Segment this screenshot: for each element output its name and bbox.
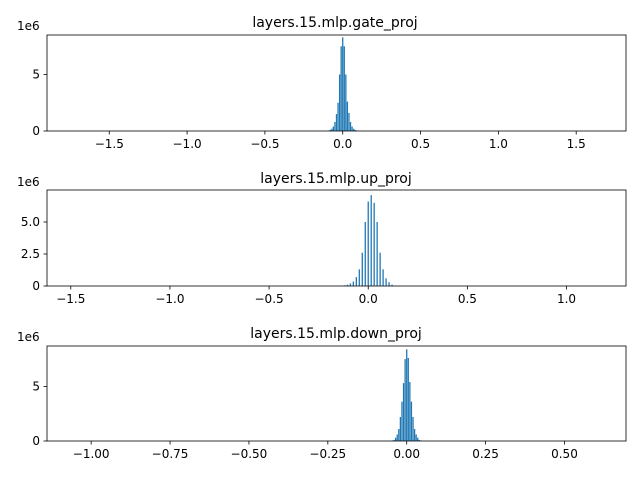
x-tick-label: 0.25 bbox=[472, 447, 499, 461]
y-offset-label: 1e6 bbox=[17, 19, 40, 33]
histogram-bar bbox=[379, 252, 381, 286]
histogram-bar bbox=[367, 201, 369, 286]
histogram-bar bbox=[410, 401, 413, 441]
histogram-bar bbox=[395, 437, 397, 441]
y-tick-label: 2.5 bbox=[21, 247, 40, 261]
histogram-bar bbox=[338, 74, 341, 131]
histogram-bar bbox=[396, 434, 398, 441]
y-offset-label: 1e6 bbox=[17, 330, 40, 344]
y-offset-label: 1e6 bbox=[17, 175, 40, 189]
histogram-bar bbox=[343, 46, 345, 131]
x-tick-label: −0.50 bbox=[231, 447, 268, 461]
x-tick-label: −1.5 bbox=[56, 292, 85, 306]
histogram-bar bbox=[337, 102, 339, 131]
x-axis-ticks: −1.5 −1.0 −0.5 0.0 0.5 1.0 1.5 bbox=[95, 131, 586, 151]
histogram-bar bbox=[388, 282, 390, 286]
histogram-bar bbox=[335, 114, 338, 131]
histogram-bar bbox=[349, 121, 352, 131]
y-tick-label: 5.0 bbox=[21, 215, 40, 229]
x-axis-ticks: −1.5 −1.0 −0.5 0.0 0.5 1.0 bbox=[56, 286, 576, 306]
x-tick-label: 0.0 bbox=[333, 137, 352, 151]
x-tick-label: −0.5 bbox=[250, 137, 279, 151]
bars bbox=[328, 37, 358, 132]
histogram-bar bbox=[406, 349, 408, 441]
subplot-title: layers.15.mlp.up_proj bbox=[260, 171, 412, 187]
x-tick-label: 1.0 bbox=[489, 137, 508, 151]
x-tick-label: 1.0 bbox=[557, 292, 576, 306]
x-tick-label: −1.00 bbox=[73, 447, 110, 461]
x-tick-label: −1.5 bbox=[95, 137, 124, 151]
histogram-bar bbox=[412, 416, 414, 441]
y-tick-label: 5 bbox=[32, 68, 40, 82]
x-tick-label: −0.75 bbox=[152, 447, 189, 461]
histogram-bar bbox=[346, 284, 349, 286]
x-tick-label: 0.0 bbox=[359, 292, 378, 306]
histogram-bar bbox=[352, 281, 354, 286]
x-tick-label: −1.0 bbox=[173, 137, 202, 151]
x-tick-label: 0.5 bbox=[411, 137, 430, 151]
bars bbox=[391, 349, 422, 441]
subplot-title: layers.15.mlp.down_proj bbox=[250, 326, 422, 342]
histogram-bar bbox=[415, 434, 417, 441]
axes-frame bbox=[46, 189, 627, 287]
x-tick-label: 1.5 bbox=[567, 137, 586, 151]
axes-frame bbox=[46, 34, 627, 132]
y-axis-ticks: 05 bbox=[32, 379, 47, 448]
histogram-bar bbox=[364, 222, 366, 286]
histogram-bar bbox=[345, 74, 347, 131]
histogram-bar bbox=[358, 269, 360, 286]
histogram-bar bbox=[399, 416, 402, 441]
histogram-bar bbox=[332, 126, 335, 131]
histogram-bar bbox=[351, 126, 353, 131]
subplot-up-proj: layers.15.mlp.up_proj 1e6 −1.5 −1.0 −0.5 0.… bbox=[17, 171, 627, 306]
histogram-bar bbox=[342, 37, 344, 132]
histogram-bar bbox=[418, 439, 420, 441]
histogram-bar bbox=[352, 128, 355, 131]
x-tick-label: −1.0 bbox=[155, 292, 184, 306]
histogram-bar bbox=[409, 382, 411, 441]
histogram-bar bbox=[404, 359, 406, 441]
histogram-bar bbox=[329, 129, 331, 131]
y-tick-label: 0 bbox=[32, 124, 40, 138]
histogram-bar bbox=[331, 128, 333, 131]
x-tick-label: 0.50 bbox=[551, 447, 578, 461]
histogram-bar bbox=[382, 269, 384, 286]
histogram-bar bbox=[376, 222, 378, 286]
histogram-bar bbox=[355, 277, 357, 286]
y-tick-label: 0 bbox=[32, 279, 40, 293]
histogram-bar bbox=[407, 358, 409, 441]
histogram-bar bbox=[398, 428, 400, 441]
y-axis-ticks: 0 2.5 5.0 bbox=[21, 215, 47, 293]
histogram-bar bbox=[393, 439, 395, 441]
histogram-bar bbox=[349, 283, 352, 286]
histogram-bar bbox=[373, 202, 375, 286]
x-tick-label: 0.5 bbox=[458, 292, 477, 306]
x-tick-label: −0.25 bbox=[309, 447, 346, 461]
bars bbox=[343, 195, 393, 286]
histogram-bar bbox=[346, 101, 349, 131]
x-tick-label: −0.5 bbox=[255, 292, 284, 306]
histogram-bar bbox=[391, 284, 393, 286]
subplot-title: layers.15.mlp.gate_proj bbox=[252, 15, 417, 31]
histogram-bar bbox=[413, 428, 416, 441]
y-tick-label: 5 bbox=[32, 379, 40, 393]
y-tick-label: 0 bbox=[32, 434, 40, 448]
histogram-bar bbox=[348, 112, 350, 131]
histogram-bar bbox=[401, 401, 403, 441]
histogram-bar bbox=[354, 129, 356, 131]
histogram-bar bbox=[370, 195, 372, 286]
histogram-bar bbox=[417, 437, 419, 441]
x-tick-label: 0.00 bbox=[393, 447, 420, 461]
histogram-bar bbox=[385, 278, 387, 286]
subplot-gate-proj: layers.15.mlp.gate_proj 1e6 −1.5 −1.0 −0.5… bbox=[17, 15, 627, 151]
histogram-bar bbox=[340, 46, 342, 131]
y-axis-ticks: 05 bbox=[32, 68, 47, 138]
axes-frame bbox=[46, 345, 627, 442]
x-axis-ticks: −1.00 −0.75 −0.50 −0.25 0.00 0.25 0.50 bbox=[73, 441, 578, 461]
histogram-bar bbox=[361, 252, 363, 286]
subplot-down-proj: layers.15.mlp.down_proj 1e6 −1.00 −0.75 −0… bbox=[17, 326, 627, 461]
histogram-bar bbox=[402, 383, 405, 441]
histogram-bar bbox=[334, 121, 336, 131]
